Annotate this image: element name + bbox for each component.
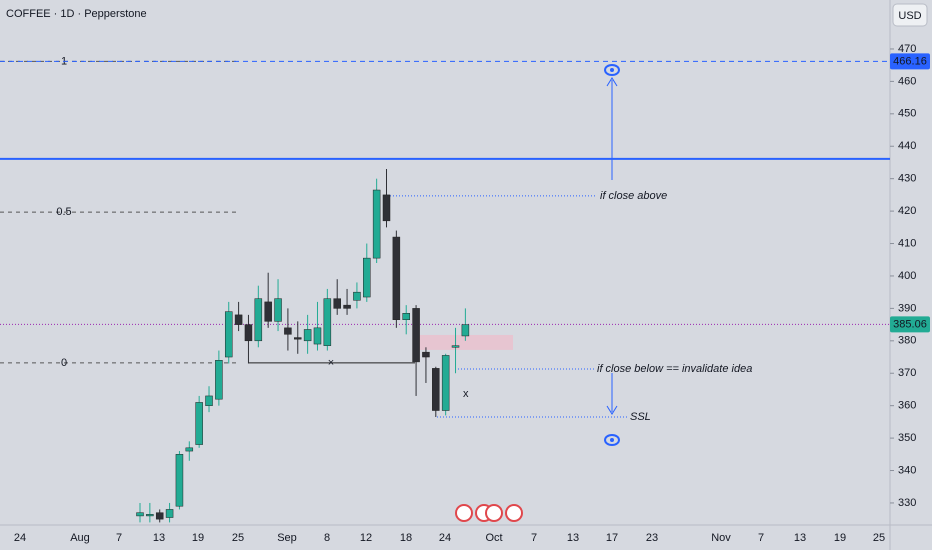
zone bbox=[418, 334, 513, 350]
annotation: SSL bbox=[630, 411, 651, 423]
fib-label: 0 bbox=[61, 357, 67, 369]
candle-body bbox=[215, 360, 223, 400]
candle-body bbox=[382, 194, 391, 222]
candle-body bbox=[353, 291, 361, 301]
x-tick-label: 12 bbox=[360, 532, 372, 544]
event-flags[interactable] bbox=[455, 504, 523, 522]
annotation: x bbox=[463, 388, 469, 400]
candle-body bbox=[313, 327, 322, 345]
candle-body bbox=[284, 327, 292, 335]
candle-body bbox=[136, 512, 144, 517]
arrow-head bbox=[606, 77, 618, 87]
y-tick-label: 450 bbox=[898, 108, 916, 120]
x-tick-label: Aug bbox=[70, 532, 90, 544]
candle-body bbox=[195, 402, 203, 445]
y-tick-label: 400 bbox=[898, 270, 916, 282]
y-tick-label: 470 bbox=[898, 43, 916, 55]
candle-body bbox=[205, 395, 213, 406]
y-tick-label: 380 bbox=[898, 335, 916, 347]
candle-body bbox=[224, 311, 233, 358]
x-tick-label: 25 bbox=[873, 532, 885, 544]
arrow-head bbox=[606, 405, 618, 415]
currency-button[interactable] bbox=[892, 3, 928, 27]
candle-body bbox=[264, 301, 272, 322]
last-price-box bbox=[890, 316, 930, 333]
y-tick-label: 430 bbox=[898, 173, 916, 185]
last-price-label: 385.06 bbox=[893, 318, 927, 330]
x-tick-label: 7 bbox=[531, 532, 537, 544]
cross-marker: × bbox=[328, 357, 334, 369]
y-tick-label: 340 bbox=[898, 464, 916, 476]
eye-icon[interactable] bbox=[604, 64, 620, 76]
y-tick-label: 440 bbox=[898, 140, 916, 152]
y-tick-label: 420 bbox=[898, 205, 916, 217]
candle-body bbox=[363, 257, 371, 298]
candle-body bbox=[333, 298, 341, 309]
x-tick-label: 19 bbox=[834, 532, 846, 544]
candle-body bbox=[185, 447, 194, 452]
y-tick-label: 410 bbox=[898, 237, 916, 249]
x-tick-label: 17 bbox=[606, 532, 618, 544]
candle-body bbox=[451, 345, 460, 348]
x-tick-label: 23 bbox=[646, 532, 658, 544]
candle-body bbox=[441, 355, 450, 411]
x-tick-label: 8 bbox=[324, 532, 330, 544]
chart-title: COFFEE · 1D · Pepperstone bbox=[6, 8, 147, 20]
annotation: if close below == invalidate idea bbox=[597, 363, 752, 375]
candle-body bbox=[303, 329, 312, 342]
y-tick-label: 370 bbox=[898, 367, 916, 379]
candle-body bbox=[432, 368, 440, 411]
candle-body bbox=[461, 324, 470, 337]
x-tick-label: 7 bbox=[758, 532, 764, 544]
eye-icon[interactable] bbox=[604, 434, 620, 446]
x-tick-label: Nov bbox=[711, 532, 731, 544]
y-tick-label: 350 bbox=[898, 432, 916, 444]
y-tick-label: 390 bbox=[898, 302, 916, 314]
x-tick-label: 13 bbox=[567, 532, 579, 544]
x-tick-label: 18 bbox=[400, 532, 412, 544]
currency: USD bbox=[898, 10, 921, 22]
x-tick-label: 7 bbox=[116, 532, 122, 544]
candle-body bbox=[175, 454, 184, 507]
y-tick-label: 460 bbox=[898, 75, 916, 87]
candle-body bbox=[146, 514, 154, 517]
x-tick-label: Sep bbox=[277, 532, 297, 544]
x-tick-label: 24 bbox=[14, 532, 26, 544]
annotation: if close above bbox=[600, 190, 667, 202]
candle-body bbox=[244, 324, 253, 342]
candle-body bbox=[323, 298, 332, 346]
target-price-label: 466.16 bbox=[893, 55, 927, 67]
candle-body bbox=[254, 298, 263, 342]
fib-label: 0.5 bbox=[56, 206, 71, 218]
y-tick-label: 330 bbox=[898, 497, 916, 509]
target-price-box bbox=[890, 53, 930, 70]
candle-body bbox=[274, 298, 282, 322]
candle-body bbox=[294, 337, 302, 340]
candle-body bbox=[343, 304, 351, 309]
candle-body bbox=[422, 351, 430, 358]
x-tick-label: 19 bbox=[192, 532, 204, 544]
y-tick-label: 360 bbox=[898, 400, 916, 412]
candle-body bbox=[372, 189, 381, 259]
x-tick-label: Oct bbox=[485, 532, 502, 544]
candle-body bbox=[402, 312, 410, 320]
x-tick-label: 13 bbox=[153, 532, 165, 544]
candle-body bbox=[234, 314, 243, 325]
candle-body bbox=[165, 509, 174, 518]
x-tick-label: 25 bbox=[232, 532, 244, 544]
candle-body bbox=[392, 236, 401, 320]
candle-body bbox=[155, 512, 164, 520]
candle-body bbox=[412, 308, 420, 363]
x-tick-label: 13 bbox=[794, 532, 806, 544]
x-tick-label: 24 bbox=[439, 532, 451, 544]
